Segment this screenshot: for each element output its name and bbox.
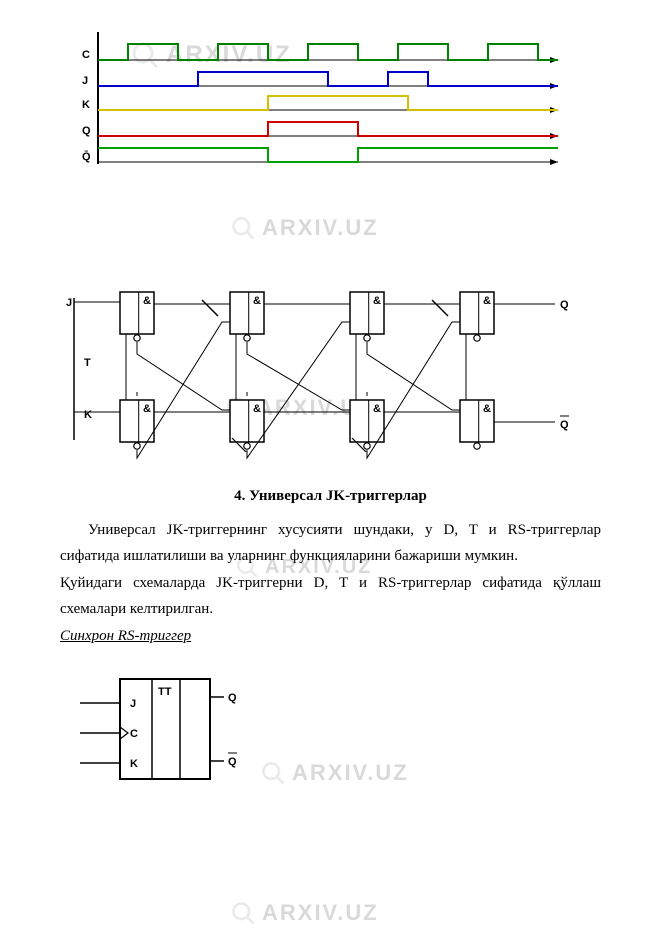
- svg-text:&: &: [253, 403, 261, 415]
- timing-svg: CtJtKtQtQ̄t: [80, 30, 560, 170]
- subheading: Синхрон RS-триггер: [60, 628, 601, 645]
- svg-text:K: K: [84, 409, 92, 421]
- svg-text:J: J: [82, 75, 88, 87]
- svg-text:Q: Q: [560, 419, 569, 431]
- svg-text:Q: Q: [228, 756, 237, 768]
- block-svg: J C K TT Q Q: [70, 669, 270, 799]
- block-diagram: J C K TT Q Q: [70, 669, 270, 799]
- svg-text:&: &: [373, 403, 381, 415]
- svg-text:&: &: [373, 295, 381, 307]
- svg-text:&: &: [143, 403, 151, 415]
- svg-text:C: C: [82, 49, 90, 61]
- timing-diagram: CtJtKtQtQ̄t: [80, 30, 560, 170]
- svg-text:T: T: [84, 357, 91, 369]
- paragraph-2: Қуйидаги схемаларда JK-триггерни D, T и …: [60, 570, 601, 623]
- paragraph-1: Универсал JK-триггернинг хусусияти шунда…: [60, 517, 601, 570]
- svg-text:&: &: [483, 403, 491, 415]
- svg-text:Q: Q: [560, 299, 569, 311]
- svg-text:&: &: [143, 295, 151, 307]
- svg-text:TT: TT: [158, 686, 172, 698]
- circuit-svg: & & & & & & & & J T K Q Q: [60, 280, 580, 470]
- svg-text:K: K: [130, 758, 138, 770]
- svg-text:Q: Q: [82, 125, 91, 137]
- svg-text:Q: Q: [228, 692, 237, 704]
- svg-text:J: J: [66, 297, 72, 309]
- circuit-diagram: & & & & & & & & J T K Q Q: [60, 280, 580, 470]
- svg-text:&: &: [253, 295, 261, 307]
- svg-text:K: K: [82, 99, 90, 111]
- page: CtJtKtQtQ̄t & & & & & & & & J T K Q Q 4. Универсал J…: [0, 0, 661, 935]
- svg-text:&: &: [483, 295, 491, 307]
- section-title: 4. Универсал JK-триггерлар: [60, 488, 601, 505]
- body-text: Универсал JK-триггернинг хусусияти шунда…: [60, 517, 601, 622]
- svg-text:C: C: [130, 728, 138, 740]
- svg-text:Q̄: Q̄: [82, 151, 91, 163]
- svg-text:J: J: [130, 698, 136, 710]
